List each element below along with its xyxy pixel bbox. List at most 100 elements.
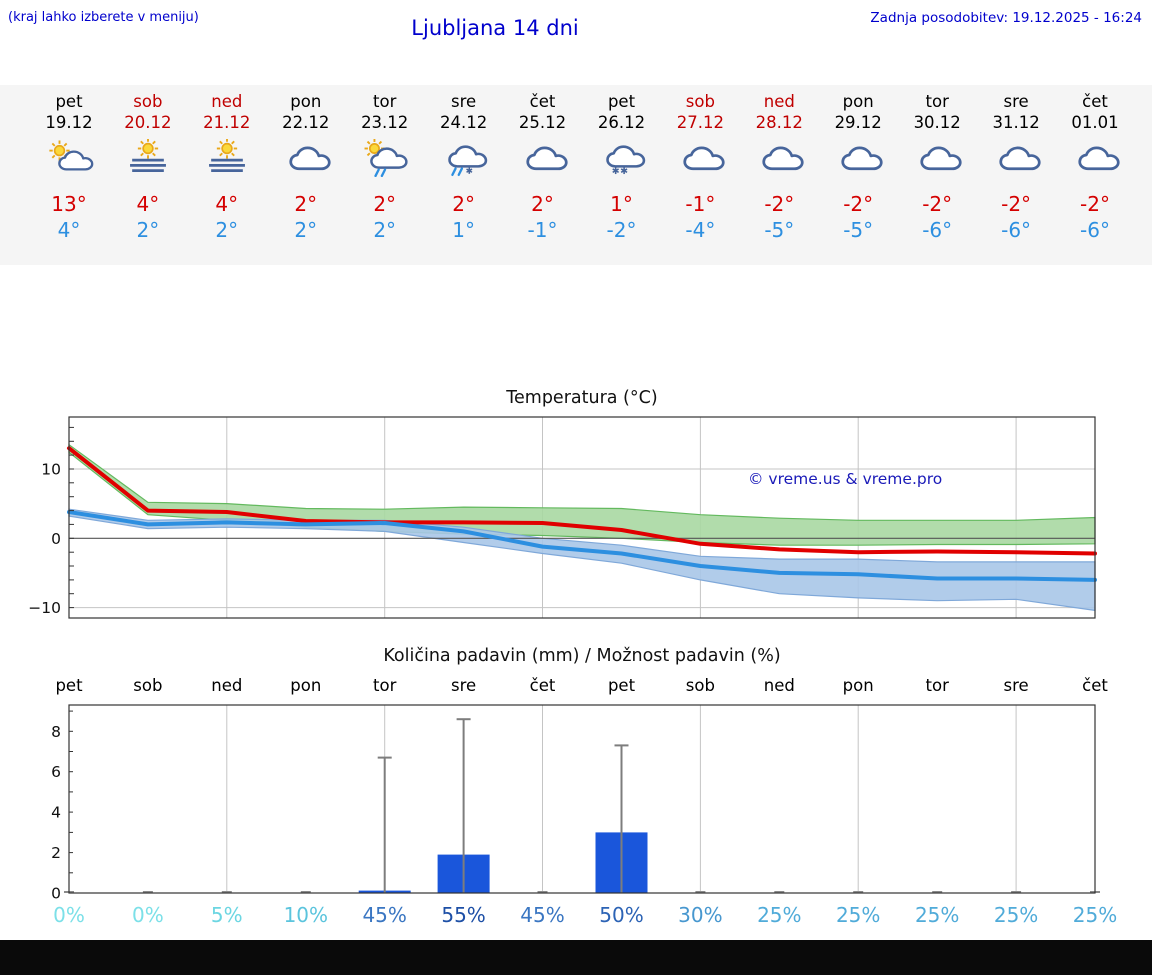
high-temp: 2° (373, 192, 397, 216)
day-column-01.01: čet 01.01 -2° -6° (1055, 85, 1135, 242)
precip-day-label: tor (925, 676, 949, 695)
precip-day-label: pon (290, 676, 322, 695)
svg-text:−10: −10 (28, 599, 61, 617)
sun-fog-icon (108, 138, 188, 183)
sun-rain-icon (345, 138, 425, 183)
day-date: 26.12 (597, 113, 646, 132)
low-temp: -4° (685, 218, 716, 242)
precip-probability-label: 45% (520, 903, 565, 927)
partly-sunny-icon (29, 139, 109, 183)
day-column-27.12: sob 27.12 -1° -4° (660, 85, 740, 242)
last-update-timestamp: Zadnja posodobitev: 19.12.2025 - 16:24 (870, 10, 1142, 26)
snow-icon (582, 139, 662, 183)
day-date: 01.01 (1071, 113, 1119, 132)
high-temp: -2° (843, 192, 874, 216)
day-name: pet (55, 92, 83, 111)
day-name: tor (925, 92, 949, 111)
precip-probability-label: 25% (835, 903, 881, 927)
low-temp: -6° (1080, 218, 1110, 242)
page-title: Ljubljana 14 dni (411, 16, 579, 40)
day-column-21.12: ned 21.12 4° 2° (187, 85, 267, 242)
day-name: ned (211, 92, 243, 111)
day-column-31.12: sre 31.12 -2° -6° (976, 85, 1056, 242)
precip-day-label: pet (607, 676, 636, 695)
high-temp: 2° (531, 192, 554, 216)
precip-day-label: ned (211, 676, 243, 695)
high-temp: 4° (215, 192, 239, 216)
svg-text:6: 6 (51, 763, 61, 781)
low-temp: -2° (606, 218, 637, 242)
footer-bar (0, 940, 1152, 975)
precip-probability-label: 30% (678, 903, 723, 927)
precip-day-label: sre (1003, 676, 1029, 695)
high-temp: 13° (51, 192, 87, 216)
low-temp: 2° (136, 218, 160, 242)
cloudy-icon (897, 139, 977, 183)
precipitation-chart: 0 2 4 6 8 (51, 704, 1100, 901)
svg-text:0: 0 (51, 885, 61, 901)
day-date: 30.12 (913, 113, 961, 132)
day-date: 25.12 (518, 113, 567, 132)
precip-day-label: pon (842, 676, 874, 695)
day-name: ned (763, 92, 795, 111)
day-name: sre (1003, 92, 1029, 111)
day-name: čet (1082, 92, 1108, 111)
high-temp: 1° (610, 192, 633, 216)
day-column-25.12: čet 25.12 2° -1° (503, 85, 583, 242)
high-temp: 2° (294, 192, 318, 216)
day-column-30.12: tor 30.12 -2° -6° (897, 85, 977, 242)
temperature-chart-title: Temperatura (°C) (506, 388, 658, 408)
day-date: 28.12 (755, 113, 803, 132)
precip-probability-label: 45% (362, 903, 407, 927)
day-name: čet (529, 92, 556, 111)
rain-snow-icon (424, 139, 504, 183)
cloudy-icon (976, 139, 1056, 183)
precip-day-label: čet (529, 676, 556, 695)
temperature-chart: −10 0 10 © vreme.us & vreme.pro (28, 416, 1097, 619)
day-column-20.12: sob 20.12 4° 2° (108, 85, 188, 242)
svg-text:8: 8 (51, 723, 61, 741)
watermark-link[interactable]: © vreme.us & vreme.pro (748, 470, 942, 488)
cloudy-icon (1055, 139, 1135, 183)
precip-probability-label: 50% (599, 903, 644, 927)
low-temp: -1° (527, 218, 558, 242)
high-temp: 4° (136, 192, 160, 216)
day-name: pon (290, 92, 322, 111)
day-date: 19.12 (45, 113, 93, 132)
day-name: tor (373, 92, 397, 111)
low-temp: 2° (294, 218, 318, 242)
precip-probability-label: 25% (993, 903, 1039, 927)
day-date: 27.12 (676, 113, 725, 132)
sun-fog-icon (187, 138, 267, 183)
precip-probability-label: 25% (757, 903, 802, 927)
low-temp: -5° (843, 218, 874, 242)
cloudy-icon (266, 139, 346, 183)
svg-text:4: 4 (51, 804, 61, 822)
day-date: 29.12 (834, 113, 882, 132)
precip-day-label: pet (55, 676, 83, 695)
precip-probability-label: 25% (1072, 903, 1118, 927)
precip-day-label: sre (451, 676, 477, 695)
low-temp: -6° (1001, 218, 1032, 242)
low-temp: -5° (764, 218, 795, 242)
day-date: 24.12 (439, 113, 488, 132)
day-name: sob (685, 92, 715, 111)
low-temp: -6° (922, 218, 953, 242)
day-date: 22.12 (282, 113, 330, 132)
cloudy-icon (503, 139, 583, 183)
day-name: pon (842, 92, 874, 111)
high-temp: -1° (685, 192, 716, 216)
day-date: 20.12 (124, 113, 172, 132)
day-name: sob (133, 92, 163, 111)
high-temp: -2° (1080, 192, 1110, 216)
low-temp: 4° (57, 218, 81, 242)
day-column-24.12: sre 24.12 2° 1° (424, 85, 504, 242)
day-date: 31.12 (992, 113, 1040, 132)
svg-text:10: 10 (41, 461, 61, 479)
low-temp: 2° (215, 218, 239, 242)
day-column-22.12: pon 22.12 2° 2° (266, 85, 346, 242)
precip-day-label: čet (1082, 676, 1108, 695)
svg-text:0: 0 (51, 530, 61, 548)
precip-probability-label: 10% (283, 903, 329, 927)
cloudy-icon (739, 139, 819, 183)
